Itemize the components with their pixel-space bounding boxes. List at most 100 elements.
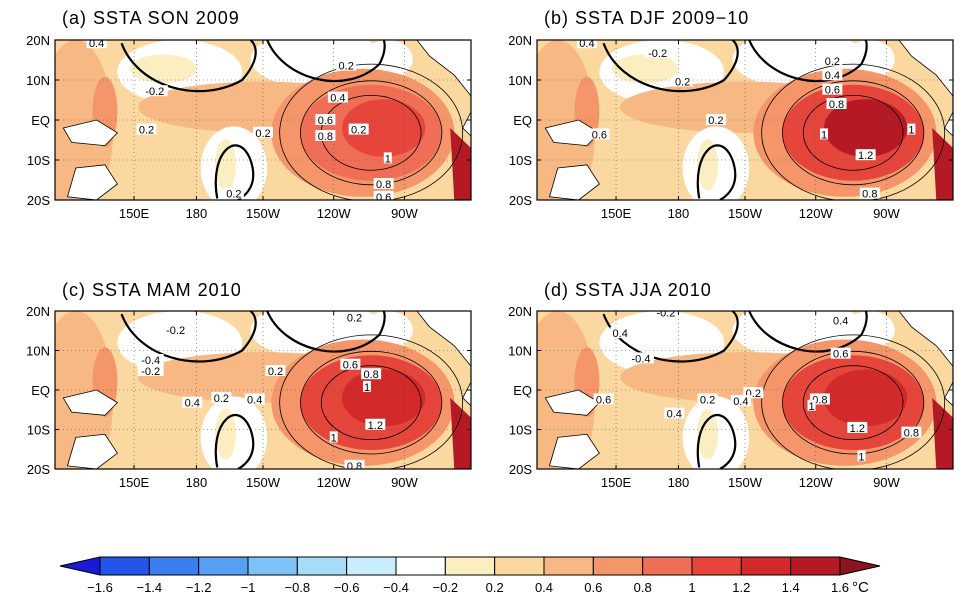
colorbar-box (494, 556, 545, 576)
contour-line (782, 350, 925, 455)
grid (55, 311, 471, 469)
colorbar-box (790, 556, 841, 576)
panel-b-title: (b) SSTA DJF 2009−10 (544, 8, 750, 28)
colorbar-tick-label: 1.6 (831, 580, 849, 595)
contour-label-bg (652, 311, 679, 318)
zero-contour-central (696, 144, 737, 200)
contour-label: 1 (331, 432, 337, 444)
colorbar-tick-label: −1.4 (136, 580, 162, 595)
y-tick-label: EQ (513, 113, 532, 128)
zero-contour-nw (120, 40, 257, 93)
contour-label: 0.6 (343, 360, 358, 372)
colorbar-tick-label: −1.2 (186, 580, 212, 595)
contour-label-bg (223, 187, 244, 199)
contour-label: 0.4 (330, 93, 345, 105)
contour-line (300, 80, 443, 186)
land-mass (66, 164, 118, 200)
contour-label: 0.2 (700, 394, 715, 406)
contour-label-bg (182, 396, 203, 408)
x-tick-label: 150E (601, 206, 632, 221)
y-tick-label: EQ (513, 383, 532, 398)
x-tick-label: 180 (186, 206, 208, 221)
land-mass (548, 164, 600, 200)
contour-label: 0.6 (376, 192, 391, 204)
colorbar-box (148, 556, 200, 576)
colorbar-box (296, 556, 348, 576)
contour-label-bg (847, 421, 868, 433)
x-tick-label: 90W (873, 206, 900, 221)
contour-label-bg (344, 311, 365, 323)
contour-label: 0.2 (675, 77, 690, 89)
contour-label: 0.6 (592, 129, 607, 141)
contour-line (802, 365, 904, 441)
colorbar-right-arrow (839, 556, 881, 576)
colorbar-left-arrow (59, 556, 101, 576)
x-tick-label: 120W (799, 475, 834, 490)
contour-label: 1 (908, 125, 914, 137)
contour-label: 0.4 (247, 394, 262, 406)
land-mass (416, 311, 471, 367)
x-tick-label: 150W (246, 206, 281, 221)
coastal-warm-strip (450, 128, 471, 200)
contour-label: 0.2 (347, 312, 362, 324)
land-mass (944, 111, 953, 137)
colorbar-box (740, 556, 792, 576)
coastal-warm-strip (932, 128, 953, 200)
grid (537, 40, 953, 200)
contour-line (279, 63, 464, 200)
x-tick-label: 150E (601, 475, 632, 490)
panel-d: -0.20.4-0.40.40.60.20.4 0.810.60.40.21.2 0… (537, 311, 953, 469)
cold-tongue-core (824, 99, 908, 157)
colorbar-tick-label: 0.8 (634, 580, 652, 595)
contour-label-bg (211, 391, 232, 403)
contour-label: 0.6 (596, 394, 611, 406)
contour-label: 0.8 (904, 428, 919, 440)
contour-label: 0.4 (613, 328, 628, 340)
contour-label: 0.4 (185, 398, 200, 410)
colorbar: −1.6 −1.4 −1.2 −1 −0.8 −0.6 −0.4 −0.2 0.2 0.4 0.6 0… (59, 556, 881, 596)
central-cold-tongue (215, 408, 236, 460)
contour-label: 1 (808, 401, 814, 413)
cold-tongue-core (342, 369, 426, 427)
land-mass (544, 389, 601, 416)
contour-label: 1 (858, 451, 864, 463)
y-tick-label: 10N (508, 344, 532, 359)
contour-label-bg (373, 178, 394, 189)
contour-line (300, 350, 443, 455)
coastal-warm-strip (450, 397, 471, 469)
colorbar-tick-label: 0.4 (535, 580, 553, 595)
contour-label-bg (907, 123, 916, 135)
zero-contour-nw (602, 311, 739, 363)
contour-label-bg (265, 365, 286, 377)
contour-label-bg (363, 380, 371, 392)
contour-label: 0.2 (825, 56, 840, 68)
x-tick-label: 90W (873, 475, 900, 490)
contour-label: 1 (385, 153, 391, 165)
contour-label: 0.4 (825, 70, 840, 82)
land-mass (66, 433, 118, 469)
contour-label: 0.4 (833, 315, 848, 327)
zero-contour-north (266, 311, 386, 353)
contour-label: -0.2 (141, 366, 160, 378)
colorbar-tick-label: 1.2 (732, 580, 750, 595)
y-tick-label: 10N (26, 344, 50, 359)
panel-d-title: (d) SSTA JJA 2010 (544, 280, 712, 300)
coastal-warm-strip (932, 397, 953, 469)
y-tick-label: 20S (509, 193, 532, 208)
contour-label-bg (86, 40, 107, 49)
contour-label: 1.2 (368, 420, 383, 432)
panel-a-title: (a) SSTA SON 2009 (62, 8, 240, 28)
contour-label-bg (344, 459, 365, 469)
contour-label-bg (859, 187, 880, 199)
x-tick-label: 120W (317, 475, 352, 490)
contour-label: 0.2 (139, 125, 154, 137)
y-tick-label: 10N (26, 73, 50, 88)
contour-label-bg (589, 128, 610, 140)
contour-label: -0.2 (145, 86, 164, 98)
contour-label: 1.2 (850, 423, 865, 435)
contour-label-bg (807, 399, 816, 411)
contour-label-bg (327, 91, 348, 103)
contour-label-bg (672, 75, 693, 87)
contour-label: 0.8 (829, 99, 844, 111)
central-cold-tongue (215, 139, 236, 191)
